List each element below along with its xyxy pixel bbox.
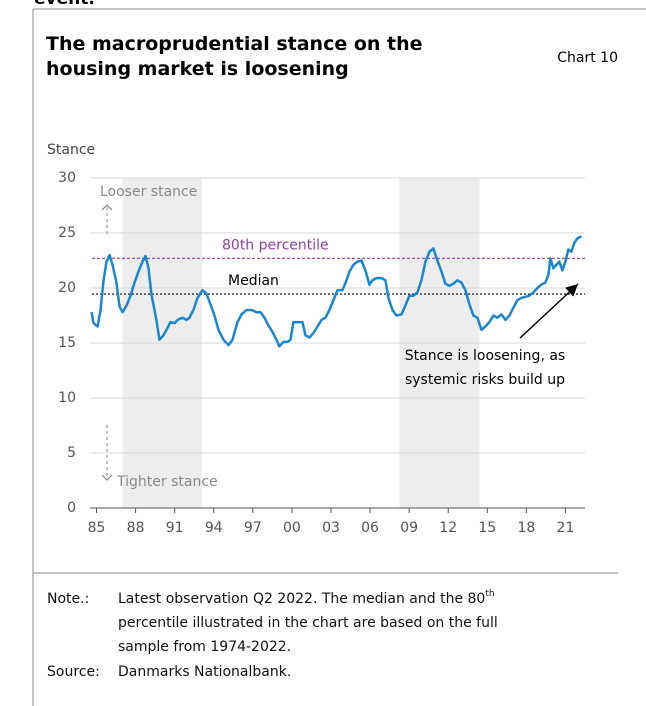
source-text: Danmarks Nationalbank. bbox=[118, 664, 292, 680]
annotation: systemic risks build up bbox=[405, 372, 565, 388]
note-line: sample from 1974-2022. bbox=[118, 639, 292, 655]
chart-title: The macroprudential stance on the housin… bbox=[46, 32, 423, 82]
x-tick-label: 00 bbox=[283, 520, 301, 536]
title-line: The macroprudential stance on the bbox=[46, 33, 423, 55]
y-tick-label: 5 bbox=[67, 445, 76, 461]
note-line: Latest observation Q2 2022. The median a… bbox=[118, 587, 495, 611]
y-tick-label: 25 bbox=[58, 225, 76, 241]
series-line bbox=[90, 235, 582, 348]
x-tick-label: 15 bbox=[478, 520, 496, 536]
cut-text: event. bbox=[34, 0, 95, 9]
reference-label: Median bbox=[228, 273, 279, 289]
x-tick-label: 94 bbox=[205, 520, 223, 536]
x-tick-label: 85 bbox=[88, 520, 106, 536]
y-axis-label: Stance bbox=[47, 142, 95, 158]
x-tick-label: 12 bbox=[439, 520, 457, 536]
annotation-arrow bbox=[519, 283, 579, 339]
note-label: Note.: bbox=[47, 591, 90, 607]
tighter-label: Tighter stance bbox=[116, 474, 218, 490]
note-text: Latest observation Q2 2022. The median a… bbox=[118, 591, 486, 607]
x-tick-label: 21 bbox=[557, 520, 575, 536]
x-tick-label: 91 bbox=[166, 520, 184, 536]
x-tick-label: 88 bbox=[127, 520, 145, 536]
looser-label: Looser stance bbox=[100, 184, 197, 200]
x-tick-label: 97 bbox=[244, 520, 262, 536]
reference-label: 80th percentile bbox=[222, 237, 329, 253]
x-tick-label: 09 bbox=[400, 520, 418, 536]
x-tick-label: 18 bbox=[517, 520, 535, 536]
x-tick-label: 03 bbox=[322, 520, 340, 536]
annotation: Stance is loosening, as bbox=[405, 348, 565, 364]
y-tick-label: 30 bbox=[58, 170, 76, 186]
y-tick-label: 0 bbox=[67, 500, 76, 516]
note-line: percentile illustrated in the chart are … bbox=[118, 615, 498, 631]
title-line: housing market is loosening bbox=[46, 58, 349, 80]
y-tick-label: 15 bbox=[58, 335, 76, 351]
x-tick-label: 06 bbox=[361, 520, 379, 536]
y-tick-label: 20 bbox=[58, 280, 76, 296]
chart-number: Chart 10 bbox=[557, 50, 618, 66]
note-sup: th bbox=[485, 589, 495, 599]
y-tick-label: 10 bbox=[58, 390, 76, 406]
source-label: Source: bbox=[47, 664, 100, 680]
